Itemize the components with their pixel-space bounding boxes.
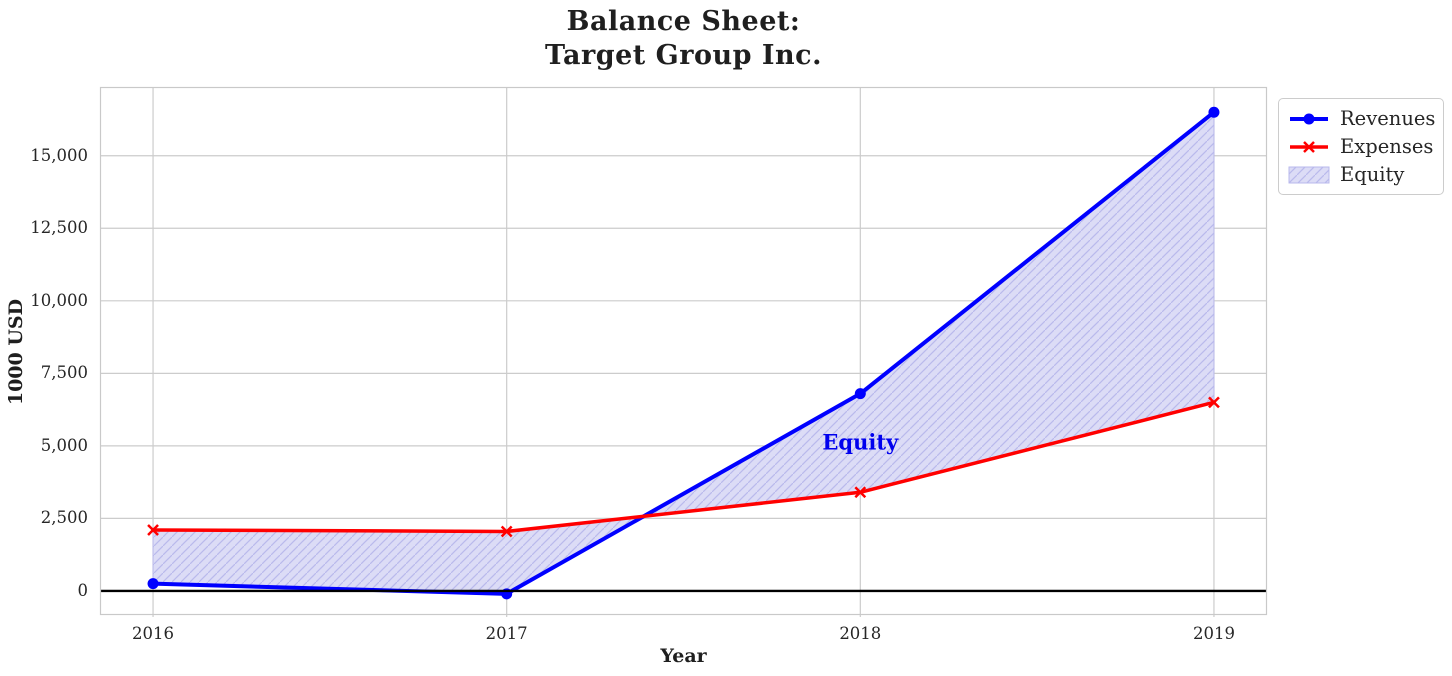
expenses-line-icon — [1290, 140, 1328, 153]
y-axis-label: 1000 USD — [5, 298, 27, 406]
x-tick-label: 2016 — [132, 624, 175, 643]
x-tick-label: 2017 — [485, 624, 528, 643]
legend: Revenues Expenses Equity — [1278, 98, 1444, 195]
legend-label-equity: Equity — [1340, 163, 1405, 186]
y-tick-label: 15,000 — [30, 145, 88, 165]
plot-frame — [99, 86, 1268, 616]
y-tick-label: 0 — [77, 580, 89, 600]
chart-title-line2: Target Group Inc. — [545, 40, 822, 71]
x-axis-label: Year — [660, 645, 707, 667]
y-tick-label: 7,500 — [40, 363, 88, 383]
data-series — [147, 106, 1220, 600]
y-tick-label: 5,000 — [40, 435, 88, 455]
chart-title-line1: Balance Sheet: — [566, 6, 801, 37]
x-tick-label: 2019 — [1192, 624, 1235, 643]
revenues-line-icon — [1290, 113, 1328, 124]
chart-title: Balance Sheet: Target Group Inc. — [100, 5, 1267, 73]
y-tick-label: 10,000 — [30, 290, 88, 310]
x-tick-label: 2018 — [839, 624, 882, 643]
legend-label-expenses: Expenses — [1340, 135, 1434, 158]
y-tick-label: 12,500 — [30, 218, 88, 238]
plot-canvas — [99, 86, 1268, 617]
legend-item-expenses: Expenses — [1288, 134, 1435, 159]
equity-patch-icon — [1288, 166, 1330, 183]
y-tick-label: 2,500 — [40, 508, 88, 528]
legend-item-revenues: Revenues — [1288, 106, 1435, 131]
legend-label-revenues: Revenues — [1340, 107, 1436, 130]
equity-area — [152, 111, 1215, 595]
plot-area: Equity — [99, 86, 1268, 617]
equity-annotation: Equity — [822, 429, 899, 454]
legend-item-equity: Equity — [1288, 162, 1435, 187]
